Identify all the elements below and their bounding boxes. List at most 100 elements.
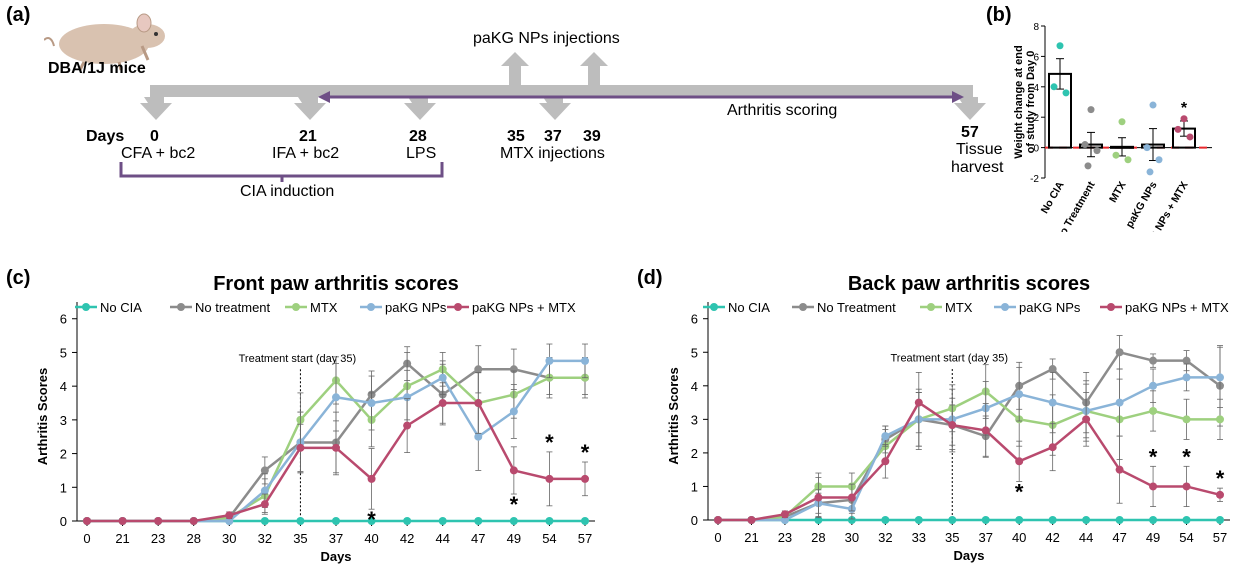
legend-label: paKG NPs — [385, 300, 447, 315]
significance-mark: * — [1015, 479, 1024, 504]
data-point — [714, 516, 722, 524]
data-point — [914, 398, 923, 407]
data-point — [367, 517, 376, 525]
y-tick-label: 0 — [60, 514, 67, 529]
series-line — [718, 376, 1220, 522]
data-point — [1174, 125, 1182, 133]
data-point — [154, 517, 163, 525]
arthritis-scoring-label: Arthritis scoring — [727, 102, 838, 119]
data-point — [1048, 516, 1057, 524]
legend-label: No treatment — [195, 300, 271, 315]
data-point — [847, 516, 856, 524]
y-tick-label: 5 — [60, 345, 67, 360]
tissue-label: Tissue — [956, 141, 1003, 158]
data-point — [981, 426, 990, 435]
x-tick-label: 44 — [1079, 530, 1093, 545]
data-point — [367, 474, 376, 483]
data-point — [403, 421, 412, 430]
day-35: 35 — [507, 128, 525, 145]
x-tick-label: 40 — [1012, 530, 1026, 545]
data-point — [1124, 156, 1132, 164]
legend-swatch-marker — [710, 303, 718, 311]
day-28: 28 — [409, 128, 427, 145]
data-point — [332, 393, 340, 402]
ifa-label: IFA + bc2 — [272, 145, 340, 162]
data-point — [438, 373, 447, 382]
legend-label: paKG NPs + MTX — [472, 300, 576, 315]
timeline-arrows — [119, 52, 986, 182]
data-point — [948, 421, 957, 430]
series-line — [718, 350, 1221, 522]
x-tick-label: 49 — [507, 531, 521, 546]
significance-mark: * — [1181, 100, 1188, 117]
data-point — [1048, 398, 1057, 407]
x-tick-label: 32 — [258, 531, 272, 546]
data-point — [1143, 144, 1151, 152]
data-point — [225, 511, 234, 520]
x-tick-label: 0 — [83, 531, 90, 546]
y-tick-label: 8 — [1033, 22, 1039, 33]
x-tick-label: 54 — [542, 531, 556, 546]
treatment-start-label: Treatment start (day 35) — [890, 353, 1008, 365]
data-point — [1118, 118, 1126, 126]
y-tick-label: 2 — [691, 446, 698, 461]
x-tick-label: 35 — [293, 531, 307, 546]
x-tick-label: 28 — [186, 531, 200, 546]
x-tick-label: 37 — [978, 530, 992, 545]
legend-label: No CIA — [100, 300, 142, 315]
data-point — [545, 474, 554, 483]
day-0: 0 — [150, 128, 159, 145]
x-tick-label: 35 — [945, 530, 959, 545]
data-point — [1093, 147, 1101, 155]
data-point — [1115, 516, 1124, 524]
x-axis-title: Days — [320, 549, 351, 564]
y-tick-label: 6 — [691, 312, 698, 327]
y-tick-label: 0 — [1033, 144, 1039, 155]
y-tick-label: 5 — [691, 345, 698, 360]
data-point — [403, 393, 412, 402]
data-point — [83, 517, 91, 525]
y-axis-title: of study from Day 0 — [1025, 51, 1037, 154]
x-tick-label: 32 — [878, 530, 892, 545]
x-tick-label: 30 — [222, 531, 236, 546]
data-point — [1182, 415, 1191, 424]
legend-swatch-marker — [454, 303, 462, 311]
category-label: paKG NPs — [1124, 179, 1160, 230]
data-point — [509, 517, 518, 525]
data-point — [1048, 365, 1057, 374]
significance-mark: * — [1149, 444, 1158, 469]
legend-swatch-marker — [927, 303, 935, 311]
y-tick-label: 3 — [691, 412, 698, 427]
data-point — [403, 517, 412, 525]
significance-mark: * — [1182, 444, 1191, 469]
mouse-icon — [44, 13, 165, 71]
data-point — [581, 517, 589, 525]
data-point — [1216, 490, 1224, 499]
data-point — [1149, 101, 1157, 109]
data-point — [1015, 457, 1024, 466]
data-point — [545, 356, 554, 365]
mtx-injections-label: MTX injections — [500, 145, 605, 162]
y-tick-label: 6 — [60, 312, 67, 327]
chart-title: Front paw arthritis scores — [213, 273, 459, 295]
data-point — [509, 466, 518, 475]
x-tick-label: 28 — [811, 530, 825, 545]
weight-change-chart: 8 6 4 2 0 -2 Weight change at end of study from… — [1013, 22, 1212, 232]
data-point — [438, 517, 447, 525]
significance-mark: * — [545, 430, 554, 455]
data-point — [1186, 133, 1194, 141]
data-point — [1015, 390, 1024, 399]
data-point — [881, 457, 890, 466]
data-point — [1149, 406, 1158, 415]
day-39: 39 — [583, 128, 601, 145]
data-point — [545, 517, 554, 525]
y-tick-label: 6 — [1033, 52, 1039, 63]
legend-label: paKG NPs — [1019, 300, 1081, 315]
data-point — [474, 399, 483, 408]
y-tick-label: 4 — [691, 379, 698, 394]
np-injections-label: paKG NPs injections — [473, 30, 620, 47]
data-point — [881, 432, 890, 441]
data-point — [1216, 415, 1224, 424]
data-point — [260, 517, 269, 525]
